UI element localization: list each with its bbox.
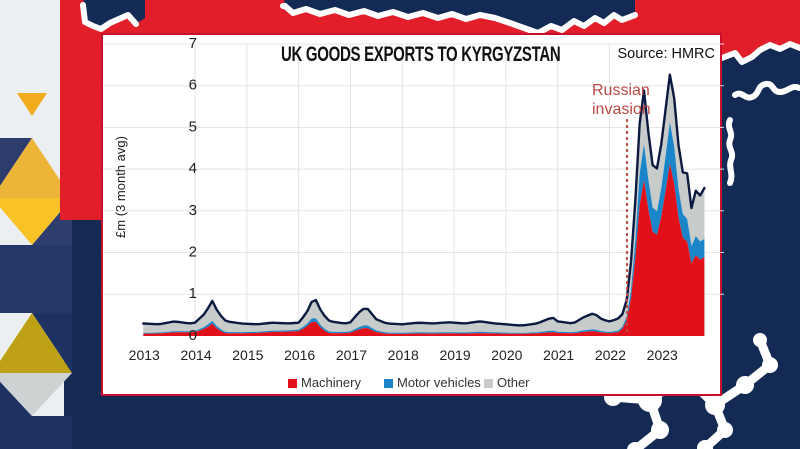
svg-text:2016: 2016 [284,347,315,363]
svg-text:2019: 2019 [439,347,470,363]
svg-text:Machinery: Machinery [301,375,361,390]
svg-text:2022: 2022 [595,347,626,363]
svg-text:5: 5 [189,118,197,135]
svg-text:£m (3 month avg): £m (3 month avg) [113,136,128,238]
svg-text:2: 2 [189,244,197,261]
svg-text:2023: 2023 [647,347,678,363]
svg-text:Source: HMRC: Source: HMRC [618,46,716,62]
svg-text:4: 4 [189,160,197,177]
svg-text:Other: Other [497,375,530,390]
svg-text:6: 6 [189,77,197,94]
svg-text:Russian: Russian [592,82,650,99]
svg-text:3: 3 [189,202,197,219]
svg-text:UK GOODS EXPORTS TO KYRGYZSTAN: UK GOODS EXPORTS TO KYRGYZSTAN [281,41,560,65]
svg-text:7: 7 [189,35,197,52]
svg-text:2018: 2018 [388,347,419,363]
svg-text:2013: 2013 [129,347,160,363]
svg-text:2017: 2017 [336,347,367,363]
svg-text:2020: 2020 [491,347,522,363]
svg-text:Motor vehicles: Motor vehicles [397,375,481,390]
svg-text:1: 1 [189,285,197,302]
svg-text:0: 0 [189,327,197,344]
svg-text:2014: 2014 [180,347,211,363]
svg-text:invasion: invasion [592,101,651,118]
svg-text:2015: 2015 [232,347,263,363]
svg-text:2021: 2021 [543,347,574,363]
